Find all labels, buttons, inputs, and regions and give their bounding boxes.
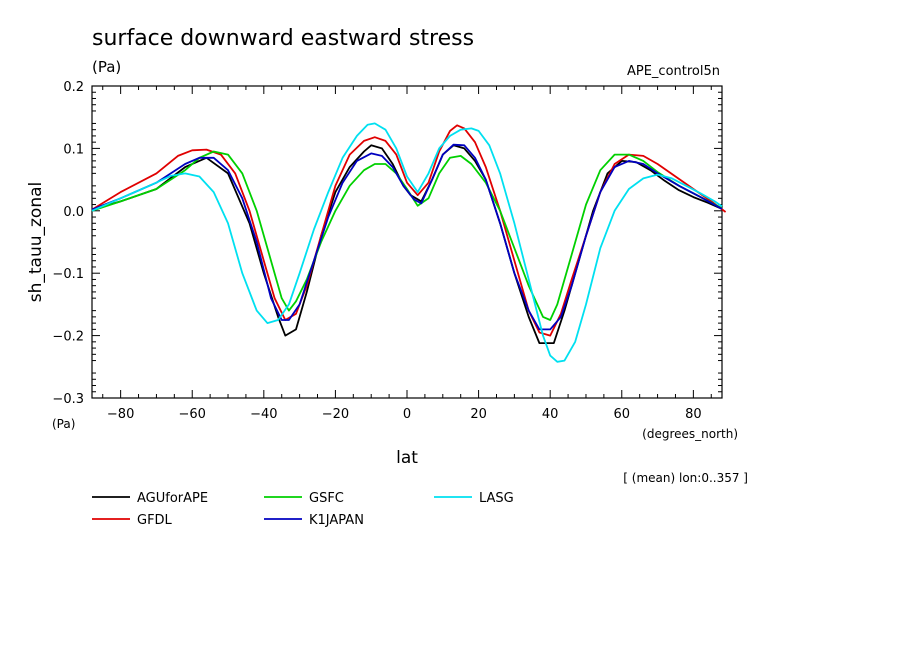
legend-label-aguforape: AGUforAPE bbox=[137, 491, 208, 506]
legend-label-k1japan: K1JAPAN bbox=[309, 513, 364, 528]
x-tick-label: 40 bbox=[542, 407, 559, 422]
y-tick-label: −0.3 bbox=[52, 392, 84, 407]
experiment-label: APE_control5n bbox=[627, 64, 720, 79]
x-tick-label: −60 bbox=[179, 407, 206, 422]
chart-title: surface downward eastward stress bbox=[92, 26, 474, 51]
legend-label-lasg: LASG bbox=[479, 491, 514, 506]
title-units: (Pa) bbox=[92, 58, 121, 76]
mean-annotation: [ (mean) lon:0..357 ] bbox=[623, 471, 748, 485]
y-axis-units: (Pa) bbox=[52, 417, 75, 431]
x-tick-label: −20 bbox=[322, 407, 349, 422]
x-tick-label: 20 bbox=[470, 407, 487, 422]
series-line-k1japan bbox=[91, 143, 723, 331]
y-tick-label: 0.2 bbox=[63, 80, 84, 95]
y-tick-label: 0.0 bbox=[63, 205, 84, 220]
legend-label-gsfc: GSFC bbox=[309, 491, 344, 506]
x-tick-label: −80 bbox=[107, 407, 134, 422]
plot-series bbox=[91, 122, 727, 363]
y-axis-label: sh_tauu_zonal bbox=[26, 182, 46, 303]
series-line-gsfc bbox=[91, 150, 723, 321]
x-tick-label: 80 bbox=[685, 407, 702, 422]
x-tick-label: 60 bbox=[613, 407, 630, 422]
series-line-lasg bbox=[91, 122, 723, 363]
legend-label-gfdl: GFDL bbox=[137, 513, 173, 528]
x-axis-label: lat bbox=[396, 448, 418, 468]
series-line-gfdl bbox=[91, 124, 727, 337]
plot-frame bbox=[91, 85, 723, 399]
y-tick-label: 0.1 bbox=[63, 142, 84, 157]
axes: −80 −60 −40 −20 0 20 40 60 80 −0.3 −0.2 −0.1 0.0 0.1 0… bbox=[52, 80, 723, 422]
y-tick-label: −0.2 bbox=[52, 330, 84, 345]
y-tick-label: −0.1 bbox=[52, 267, 84, 282]
legend: AGUforAPE GSFC LASG GFDL K1JAPAN bbox=[92, 491, 514, 528]
x-tick-label: −40 bbox=[250, 407, 277, 422]
x-axis-units: (degrees_north) bbox=[642, 427, 738, 441]
x-tick-label: 0 bbox=[403, 407, 411, 422]
